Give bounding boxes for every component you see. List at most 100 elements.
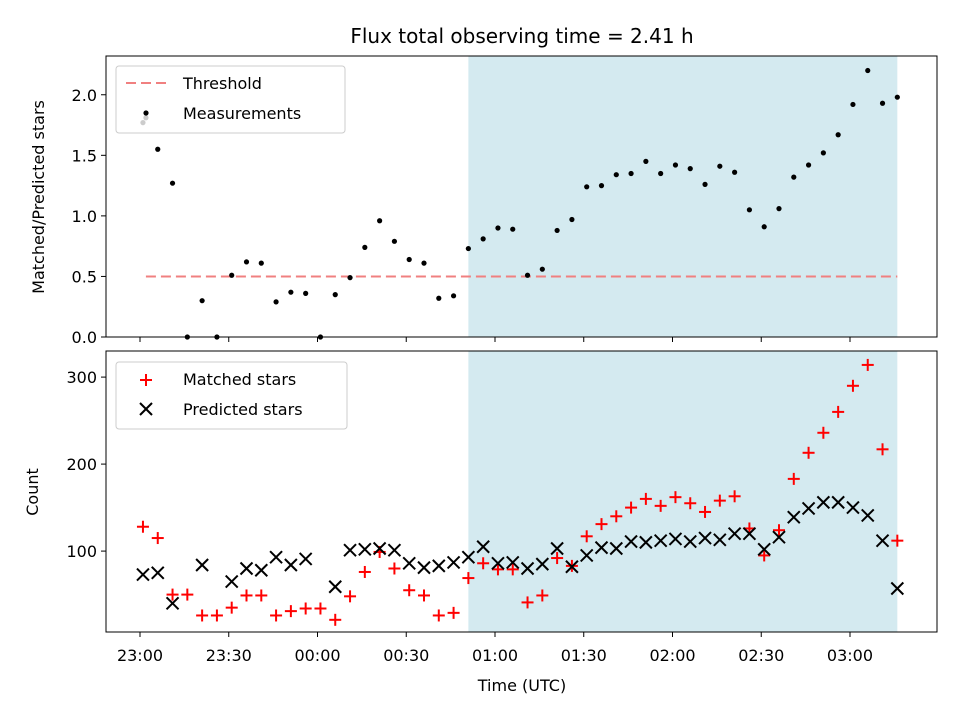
matched-star-point: [329, 613, 342, 626]
legend-matched-swatch: [140, 374, 152, 386]
predicted-star-point: [861, 508, 875, 523]
matched-star-point: [832, 405, 845, 418]
matched-star-point: [876, 443, 889, 456]
top-shaded-region: [468, 56, 898, 337]
top-legend-box: [115, 65, 346, 134]
measurement-point: [658, 170, 664, 177]
legend-measurement-swatch: [143, 110, 149, 116]
matched-star-point: [817, 426, 830, 439]
legend-threshold-label: Threshold: [182, 74, 262, 93]
measurement-point: [805, 162, 812, 168]
matched-star-point: [344, 590, 357, 603]
top-axes-frame: [105, 55, 938, 338]
matched-star-point: [358, 565, 371, 578]
predicted-star-point: [284, 558, 298, 572]
bottom-y-tick-label: 200: [66, 455, 97, 474]
top-x-ticks: [139, 337, 851, 342]
predicted-star-point: [432, 559, 446, 573]
matched-star-point: [388, 562, 401, 575]
measurement-point: [702, 181, 708, 187]
matched-star-point: [891, 534, 904, 547]
matched-star-point: [654, 499, 667, 512]
matched-star-point: [151, 532, 164, 545]
predicted-star-point: [343, 543, 357, 557]
predicted-star-point: [816, 495, 831, 510]
matched-star-point: [713, 494, 726, 507]
matched-star-point: [491, 563, 504, 576]
predicted-star-point: [757, 542, 771, 557]
predicted-star-point: [372, 541, 387, 556]
matched-star-point: [225, 601, 238, 614]
measurement-point: [510, 226, 516, 232]
measurement-point: [746, 207, 753, 213]
matched-star-point: [462, 572, 475, 585]
matched-star-point: [551, 552, 564, 565]
top-y-tick-label: 1.0: [72, 207, 97, 226]
predicted-star-point: [787, 510, 801, 524]
measurement-point: [273, 299, 279, 305]
legend-predicted-label: Predicted stars: [183, 400, 303, 419]
matched-star-point: [684, 497, 697, 510]
predicted-star-point: [520, 561, 535, 576]
legend-measurement-label: Measurements: [183, 104, 301, 123]
measurement-point: [776, 206, 782, 212]
predicted-star-point: [506, 555, 520, 570]
predicted-star-point: [328, 580, 342, 594]
top-y-ticks: 0.0 0.5 1.0 1.5 2.0: [72, 86, 106, 347]
measurement-point: [894, 94, 900, 100]
bottom-y-tick-label: 100: [66, 542, 97, 561]
measurement-point: [391, 238, 398, 244]
matched-star-point: [787, 472, 800, 485]
matched-star-point: [772, 524, 785, 537]
x-tick-label: 00:00: [294, 646, 340, 665]
predicted-star-point: [801, 501, 816, 516]
predicted-star-point: [254, 563, 268, 577]
matched-star-point: [284, 605, 297, 618]
predicted-star-point: [742, 526, 757, 541]
measurement-point: [347, 275, 353, 281]
bottom-legend-box: [115, 361, 348, 430]
chart-title: Flux total observing time = 2.41 h: [350, 24, 693, 48]
matched-star-point: [669, 491, 682, 504]
measurement-point: [687, 166, 693, 172]
measurement-point: [761, 224, 767, 230]
top-y-axis-label: Matched/Predicted stars: [29, 100, 48, 294]
measurement-point: [421, 260, 427, 266]
measurement-point: [362, 244, 368, 250]
measurement-point: [524, 272, 531, 278]
matched-star-point: [136, 520, 149, 533]
legend-predicted-swatch: [139, 402, 153, 416]
measurement-point: [406, 256, 412, 263]
predicted-star-point: [239, 561, 254, 576]
predicted-star-point: [476, 540, 490, 554]
top-panel: 0.00.51.01.52.0 Matched/Predicted stars …: [29, 55, 938, 347]
x-tick-label: 23:30: [206, 646, 252, 665]
matched-star-point: [625, 501, 638, 514]
measurement-point: [628, 170, 634, 177]
measurement-points: [140, 67, 900, 340]
measurement-point: [554, 227, 560, 234]
predicted-star-point: [550, 541, 564, 556]
matched-star-point: [610, 510, 623, 523]
bottom-shaded-region: [468, 351, 898, 632]
matched-star-point: [403, 584, 416, 597]
matched-star-point: [758, 549, 771, 562]
bottom-y-ticks: 100 200 300: [66, 368, 106, 561]
x-tick-label: 00:30: [383, 646, 429, 665]
matched-star-point: [432, 609, 445, 622]
matched-star-point: [580, 530, 593, 543]
predicted-star-point: [846, 500, 860, 515]
matched-star-point: [417, 589, 430, 602]
count-points: [136, 358, 905, 626]
matched-star-point: [299, 602, 312, 615]
top-legend: Threshold Measurements: [115, 65, 346, 134]
predicted-star-point: [831, 495, 845, 510]
predicted-star-point: [683, 534, 697, 549]
measurement-point: [258, 260, 264, 266]
matched-star-point: [166, 588, 179, 601]
predicted-star-point: [624, 534, 638, 549]
matched-star-point: [846, 379, 859, 392]
measurement-point: [717, 163, 723, 169]
predicted-star-point: [639, 535, 653, 550]
predicted-star-point: [417, 560, 431, 575]
